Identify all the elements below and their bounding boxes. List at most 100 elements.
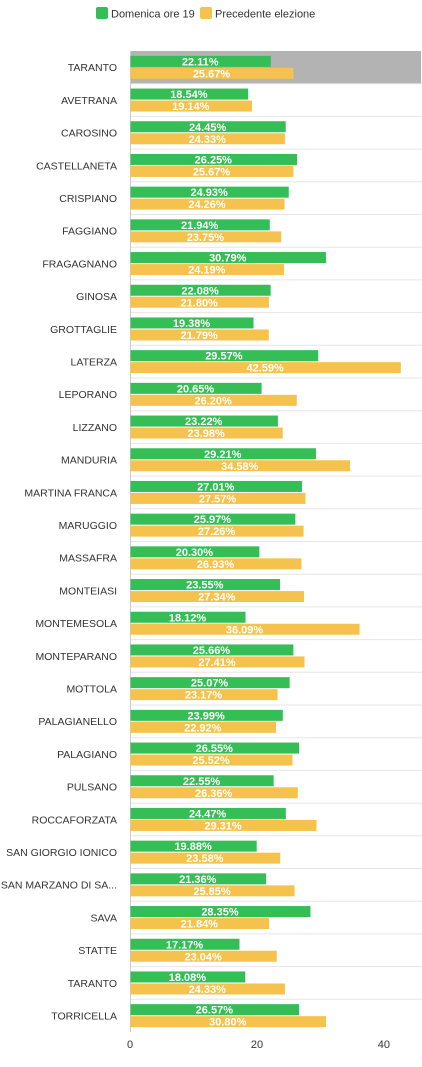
category-label: CRISPIANO xyxy=(59,193,117,205)
data-label: 42.59% xyxy=(247,363,285,375)
bar-domenica[interactable] xyxy=(130,317,254,329)
bar-domenica[interactable] xyxy=(130,873,267,885)
category-label: MOTTOLA xyxy=(66,683,117,695)
bars xyxy=(130,55,401,1028)
legend-label-2[interactable]: Precedente elezione xyxy=(215,9,315,21)
bar-domenica[interactable] xyxy=(130,840,257,852)
bar-domenica[interactable] xyxy=(130,906,311,918)
legend-swatch-1[interactable] xyxy=(96,7,108,19)
legend-swatch-2[interactable] xyxy=(200,7,212,19)
bar-domenica[interactable] xyxy=(130,186,289,198)
data-label: 25.52% xyxy=(192,755,230,767)
bar-precedente[interactable] xyxy=(130,100,252,112)
data-label: 20.30% xyxy=(176,547,214,559)
data-label: 28.35% xyxy=(201,907,239,919)
bar-domenica[interactable] xyxy=(130,611,246,623)
bar-domenica[interactable] xyxy=(130,709,283,721)
data-label: 30.80% xyxy=(209,1017,247,1029)
bar-precedente[interactable] xyxy=(130,918,270,930)
bar-precedente[interactable] xyxy=(130,623,360,635)
data-label: 23.58% xyxy=(186,853,224,865)
data-label: 36.09% xyxy=(226,624,264,636)
bar-domenica[interactable] xyxy=(130,153,298,165)
bar-domenica[interactable] xyxy=(130,55,271,67)
bar-precedente[interactable] xyxy=(130,394,297,406)
bar-domenica[interactable] xyxy=(130,1004,300,1016)
x-tick-label: 0 xyxy=(127,1039,133,1051)
bar-precedente[interactable] xyxy=(130,296,269,308)
bar-precedente[interactable] xyxy=(130,558,302,570)
bar-domenica[interactable] xyxy=(130,938,240,950)
category-label: SAN MARZANO DI SA... xyxy=(1,880,117,892)
bar-precedente[interactable] xyxy=(130,950,277,962)
bar-precedente[interactable] xyxy=(130,165,294,177)
category-label: GINOSA xyxy=(76,291,117,303)
bar-domenica[interactable] xyxy=(130,546,260,558)
category-label: TARANTO xyxy=(68,978,117,990)
bar-precedente[interactable] xyxy=(130,721,276,733)
bar-precedente[interactable] xyxy=(130,264,285,276)
bar-precedente[interactable] xyxy=(130,689,278,701)
bar-precedente[interactable] xyxy=(130,427,283,439)
data-label: 24.33% xyxy=(189,134,227,146)
data-label: 27.01% xyxy=(197,481,235,493)
bar-precedente[interactable] xyxy=(130,885,295,897)
bar-domenica[interactable] xyxy=(130,415,278,427)
bar-precedente[interactable] xyxy=(130,329,269,341)
bar-precedente[interactable] xyxy=(130,819,317,831)
bar-domenica[interactable] xyxy=(130,775,274,787)
data-label: 26.25% xyxy=(195,154,233,166)
data-label: 25.66% xyxy=(193,645,231,657)
bar-domenica[interactable] xyxy=(130,448,316,460)
data-label: 25.67% xyxy=(193,68,231,80)
bar-precedente[interactable] xyxy=(130,198,285,210)
bar-domenica[interactable] xyxy=(130,513,296,525)
bar-domenica[interactable] xyxy=(130,807,286,819)
bar-domenica[interactable] xyxy=(130,219,270,231)
bar-domenica[interactable] xyxy=(130,579,280,591)
category-label: MANDURIA xyxy=(61,455,117,467)
data-label: 26.57% xyxy=(196,1005,234,1017)
bar-precedente[interactable] xyxy=(130,591,305,603)
bar-domenica[interactable] xyxy=(130,252,326,264)
category-label: MARUGGIO xyxy=(59,520,117,532)
data-label: 24.26% xyxy=(188,199,226,211)
bar-precedente[interactable] xyxy=(130,231,282,243)
data-label: 22.08% xyxy=(181,285,219,297)
bar-domenica[interactable] xyxy=(130,284,271,296)
bar-domenica[interactable] xyxy=(130,121,286,133)
bar-domenica[interactable] xyxy=(130,644,294,656)
bar-domenica[interactable] xyxy=(130,480,302,492)
bar-precedente[interactable] xyxy=(130,460,351,472)
category-label: FAGGIANO xyxy=(62,226,117,238)
bar-precedente[interactable] xyxy=(130,754,293,766)
data-label: 24.93% xyxy=(190,187,228,199)
bar-precedente[interactable] xyxy=(130,787,298,799)
category-label: MONTEPARANO xyxy=(36,651,117,663)
data-label: 27.26% xyxy=(198,526,236,538)
bar-precedente[interactable] xyxy=(130,133,285,145)
bar-precedente[interactable] xyxy=(130,67,294,79)
data-label: 26.20% xyxy=(195,395,233,407)
bar-domenica[interactable] xyxy=(130,677,290,689)
bar-precedente[interactable] xyxy=(130,525,304,537)
bar-precedente[interactable] xyxy=(130,492,306,504)
data-label: 27.41% xyxy=(198,657,236,669)
bar-domenica[interactable] xyxy=(130,88,249,100)
category-label: CAROSINO xyxy=(61,128,117,140)
bar-domenica[interactable] xyxy=(130,971,246,983)
bar-domenica[interactable] xyxy=(130,382,262,394)
category-label: SAVA xyxy=(91,912,117,924)
category-label: GROTTAGLIE xyxy=(50,324,117,336)
bar-domenica[interactable] xyxy=(130,742,300,754)
data-label: 23.75% xyxy=(187,232,225,244)
bar-precedente[interactable] xyxy=(130,983,285,995)
bar-precedente[interactable] xyxy=(130,656,305,668)
legend-label-1[interactable]: Domenica ore 19 xyxy=(111,9,195,21)
bar-precedente[interactable] xyxy=(130,852,281,864)
bar-precedente[interactable] xyxy=(130,362,401,374)
x-axis-ticks: 0 20 40 xyxy=(127,1039,390,1051)
data-label: 25.07% xyxy=(191,678,229,690)
bar-precedente[interactable] xyxy=(130,1016,327,1028)
bar-domenica[interactable] xyxy=(130,350,319,362)
